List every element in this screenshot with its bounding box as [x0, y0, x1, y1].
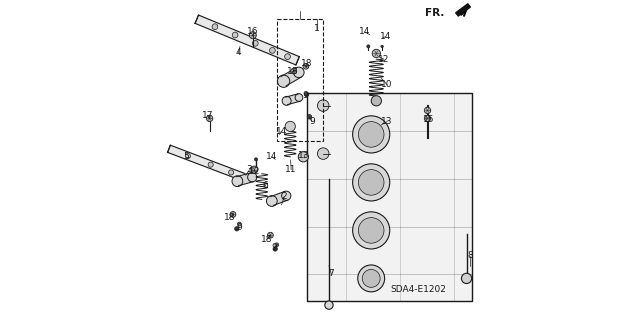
Circle shape [305, 92, 309, 97]
Circle shape [275, 243, 279, 247]
Circle shape [358, 265, 385, 292]
Circle shape [424, 107, 431, 114]
Text: FR.: FR. [425, 8, 444, 18]
Circle shape [353, 116, 390, 153]
Circle shape [307, 115, 312, 119]
Text: 18: 18 [261, 235, 272, 244]
Circle shape [269, 47, 275, 53]
Circle shape [248, 172, 257, 182]
Circle shape [208, 162, 213, 167]
Text: 1: 1 [314, 24, 319, 33]
Circle shape [250, 32, 256, 39]
Circle shape [273, 247, 278, 251]
Text: 18: 18 [301, 60, 313, 68]
Text: 9: 9 [237, 223, 242, 232]
Text: 10: 10 [381, 80, 393, 89]
Text: 9: 9 [309, 117, 315, 126]
Text: 12: 12 [249, 167, 260, 176]
Circle shape [294, 67, 304, 78]
Text: 8: 8 [468, 252, 473, 260]
Circle shape [282, 96, 291, 105]
Text: 16: 16 [247, 28, 259, 36]
Text: 15: 15 [423, 116, 435, 124]
Text: 7: 7 [328, 269, 334, 278]
Text: 13: 13 [381, 117, 393, 126]
Circle shape [282, 191, 291, 200]
Circle shape [298, 152, 308, 162]
Circle shape [212, 24, 218, 29]
Circle shape [230, 212, 236, 217]
Text: 6: 6 [263, 181, 268, 190]
Text: 5: 5 [184, 152, 189, 161]
Circle shape [381, 45, 383, 48]
Circle shape [285, 121, 296, 132]
Circle shape [266, 196, 277, 206]
Text: 4: 4 [236, 48, 241, 57]
Circle shape [358, 122, 384, 147]
Text: 2: 2 [282, 192, 287, 201]
Circle shape [358, 170, 384, 195]
Text: SDA4-E1202: SDA4-E1202 [390, 285, 446, 294]
Circle shape [371, 96, 381, 106]
Circle shape [234, 227, 239, 231]
Circle shape [285, 54, 291, 60]
Circle shape [317, 100, 329, 111]
Text: 9: 9 [272, 244, 277, 252]
Circle shape [362, 269, 380, 287]
Text: 9: 9 [303, 92, 308, 100]
Circle shape [372, 49, 381, 58]
Text: 18: 18 [287, 68, 298, 76]
Circle shape [232, 32, 238, 38]
Circle shape [353, 212, 390, 249]
Circle shape [228, 170, 234, 175]
Polygon shape [285, 94, 300, 105]
Text: 14: 14 [276, 127, 287, 136]
Circle shape [251, 166, 258, 173]
Polygon shape [281, 68, 301, 86]
Text: 11: 11 [285, 165, 297, 174]
Text: 18: 18 [224, 213, 236, 222]
Bar [277, 19, 323, 141]
Circle shape [268, 232, 273, 238]
Polygon shape [456, 4, 470, 16]
Circle shape [367, 45, 370, 48]
Polygon shape [307, 93, 472, 301]
Circle shape [206, 115, 212, 122]
Polygon shape [236, 173, 253, 186]
Text: 12: 12 [378, 55, 390, 64]
Circle shape [424, 115, 431, 122]
Polygon shape [270, 191, 288, 205]
Text: 17: 17 [202, 111, 213, 120]
Circle shape [255, 158, 258, 161]
Circle shape [252, 40, 258, 46]
Circle shape [353, 164, 390, 201]
Circle shape [358, 218, 384, 243]
Circle shape [277, 75, 290, 87]
Circle shape [237, 222, 241, 226]
Polygon shape [168, 145, 246, 181]
Circle shape [303, 63, 309, 69]
Text: 3: 3 [247, 165, 252, 174]
Polygon shape [195, 15, 300, 65]
Circle shape [325, 301, 333, 309]
Circle shape [317, 148, 329, 159]
Circle shape [186, 153, 191, 158]
Text: 14: 14 [380, 32, 391, 41]
Circle shape [291, 68, 297, 74]
Text: 13: 13 [298, 151, 310, 160]
Text: 14: 14 [266, 152, 278, 161]
Circle shape [295, 94, 303, 101]
Text: 14: 14 [359, 28, 371, 36]
Circle shape [461, 273, 472, 284]
Circle shape [232, 176, 243, 187]
